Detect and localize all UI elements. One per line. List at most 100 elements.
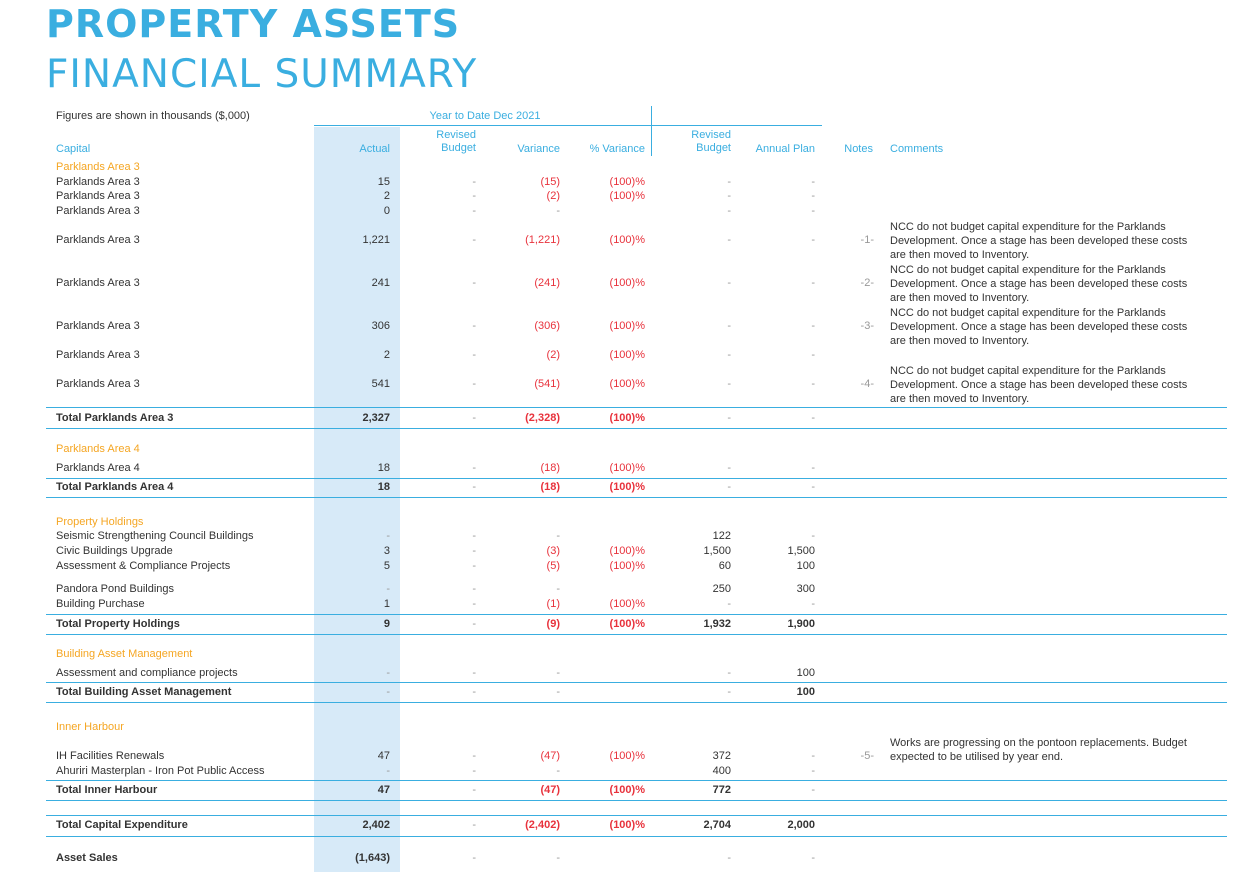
revised-budget-full-cell: - bbox=[727, 349, 731, 361]
col-header-capital: Capital bbox=[56, 143, 91, 155]
variance-cell: (5) bbox=[546, 560, 560, 572]
comment-line: are then moved to Inventory. bbox=[890, 249, 1030, 261]
row-label: Pandora Pond Buildings bbox=[56, 583, 175, 595]
revised-budget-cell: - bbox=[472, 412, 476, 424]
actual-cell: 3 bbox=[383, 545, 390, 557]
revised-budget-cell: - bbox=[472, 545, 476, 557]
comment-line: Development. Once a stage has been devel… bbox=[890, 321, 1188, 333]
comment-line: Development. Once a stage has been devel… bbox=[890, 278, 1188, 290]
revised-budget-full-cell: 372 bbox=[712, 750, 731, 762]
pct-variance-cell: (100)% bbox=[609, 190, 645, 202]
revised-budget-cell: - bbox=[472, 852, 476, 864]
annual-plan-cell: 100 bbox=[796, 667, 815, 679]
variance-cell: (1) bbox=[546, 598, 560, 610]
variance-cell: (2,402) bbox=[525, 819, 560, 831]
variance-cell: - bbox=[556, 530, 560, 542]
actual-cell: 9 bbox=[383, 618, 390, 630]
comment-line: NCC do not budget capital expenditure fo… bbox=[890, 221, 1166, 233]
variance-cell: - bbox=[556, 667, 560, 679]
annual-plan-cell: - bbox=[811, 765, 815, 777]
actual-cell: 2 bbox=[383, 190, 390, 202]
row-separator bbox=[46, 428, 1227, 429]
revised-budget-cell: - bbox=[472, 765, 476, 777]
revised-budget-full-cell: - bbox=[727, 481, 731, 493]
actual-cell: 541 bbox=[371, 378, 390, 390]
row-label: Parklands Area 3 bbox=[56, 205, 140, 217]
revised-budget-cell: - bbox=[472, 784, 476, 796]
note-cell: -5- bbox=[860, 750, 874, 762]
pct-variance-cell: (100)% bbox=[609, 349, 645, 361]
row-label: Civic Buildings Upgrade bbox=[56, 545, 173, 557]
revised-budget-full-cell: - bbox=[727, 412, 731, 424]
row-separator bbox=[46, 497, 1227, 498]
revised-budget-full-cell: - bbox=[727, 277, 731, 289]
row-label: Total Capital Expenditure bbox=[56, 819, 188, 831]
figures-note: Figures are shown in thousands ($,000) bbox=[56, 110, 250, 122]
annual-plan-cell: - bbox=[811, 412, 815, 424]
period-label: Year to Date Dec 2021 bbox=[429, 110, 541, 122]
variance-cell: (47) bbox=[540, 750, 560, 762]
revised-budget-full-cell: - bbox=[727, 176, 731, 188]
annual-plan-cell: - bbox=[811, 320, 815, 332]
actual-cell: 2,327 bbox=[362, 412, 390, 424]
pct-variance-cell: (100)% bbox=[609, 560, 645, 572]
variance-cell: (2) bbox=[546, 190, 560, 202]
row-separator bbox=[46, 702, 1227, 703]
row-label: Parklands Area 3 bbox=[56, 378, 140, 390]
section-label: Property Holdings bbox=[56, 516, 144, 528]
annual-plan-cell: - bbox=[811, 205, 815, 217]
row-separator bbox=[46, 614, 1227, 615]
annual-plan-cell: - bbox=[811, 852, 815, 864]
row-label: Building Purchase bbox=[56, 598, 145, 610]
col-header-variance: Variance bbox=[517, 143, 560, 155]
comment-line: Development. Once a stage has been devel… bbox=[890, 235, 1188, 247]
actual-cell: 2,402 bbox=[362, 819, 390, 831]
col-header-notes: Notes bbox=[844, 143, 873, 155]
revised-budget-cell: - bbox=[472, 378, 476, 390]
revised-budget-cell: - bbox=[472, 190, 476, 202]
comment-line: NCC do not budget capital expenditure fo… bbox=[890, 365, 1166, 377]
comment-cell: NCC do not budget capital expenditure fo… bbox=[890, 220, 1187, 262]
actual-cell: 18 bbox=[377, 462, 390, 474]
annual-plan-cell: 1,500 bbox=[787, 545, 815, 557]
annual-plan-cell: - bbox=[811, 530, 815, 542]
row-label: Ahuriri Masterplan - Iron Pot Public Acc… bbox=[56, 765, 265, 777]
annual-plan-cell: 100 bbox=[796, 560, 815, 572]
revised-budget-cell: - bbox=[472, 320, 476, 332]
actual-cell: 47 bbox=[377, 750, 390, 762]
revised-budget-full-cell: - bbox=[727, 852, 731, 864]
comment-cell: NCC do not budget capital expenditure fo… bbox=[890, 306, 1187, 348]
row-separator bbox=[46, 682, 1227, 683]
row-separator bbox=[46, 634, 1227, 635]
revised-budget-cell: - bbox=[472, 277, 476, 289]
revised-budget-full-cell: - bbox=[727, 320, 731, 332]
revised-budget-cell: - bbox=[472, 349, 476, 361]
comment-cell: NCC do not budget capital expenditure fo… bbox=[890, 263, 1187, 305]
revised-budget-cell: - bbox=[472, 560, 476, 572]
revised-budget-cell: - bbox=[472, 205, 476, 217]
row-label: Parklands Area 3 bbox=[56, 320, 140, 332]
pct-variance-cell: (100)% bbox=[609, 819, 645, 831]
revised-budget-cell: - bbox=[472, 234, 476, 246]
section-label: Parklands Area 3 bbox=[56, 161, 140, 173]
revised-budget-cell: - bbox=[472, 530, 476, 542]
revised-budget-cell: - bbox=[472, 481, 476, 493]
column-divider bbox=[651, 106, 652, 156]
variance-cell: (1,221) bbox=[525, 234, 560, 246]
revised-budget-full-cell: 772 bbox=[712, 784, 731, 796]
row-separator bbox=[46, 407, 1227, 408]
row-label: Parklands Area 3 bbox=[56, 190, 140, 202]
variance-cell: - bbox=[556, 583, 560, 595]
revised-budget-full-cell: - bbox=[727, 234, 731, 246]
row-label: Assessment and compliance projects bbox=[56, 667, 238, 679]
comment-line: NCC do not budget capital expenditure fo… bbox=[890, 264, 1166, 276]
row-label: Total Inner Harbour bbox=[56, 784, 158, 796]
actual-cell: 18 bbox=[377, 481, 390, 493]
variance-cell: (9) bbox=[546, 618, 560, 630]
variance-cell: (2) bbox=[546, 349, 560, 361]
revised-budget-cell: - bbox=[472, 618, 476, 630]
revised-budget-full-cell: - bbox=[727, 462, 731, 474]
section-label: Parklands Area 4 bbox=[56, 443, 140, 455]
row-label: Asset Sales bbox=[56, 852, 118, 864]
comment-line: are then moved to Inventory. bbox=[890, 335, 1030, 347]
